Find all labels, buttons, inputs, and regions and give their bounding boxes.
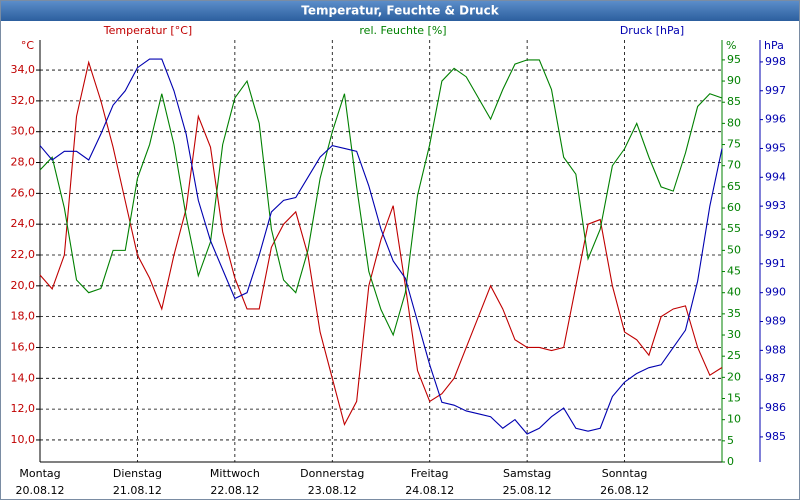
series-line bbox=[39, 58, 723, 435]
x-tick-date: 24.08.12 bbox=[405, 484, 454, 497]
legend-label: rel. Feuchte [%] bbox=[359, 24, 446, 37]
x-tick-label: Freitag bbox=[411, 467, 449, 480]
y3-tick-label: 990 bbox=[765, 286, 786, 299]
y2-tick-label: 55 bbox=[727, 222, 741, 235]
y-tick-label: 28,0 bbox=[11, 156, 36, 169]
y3-tick-label: 994 bbox=[765, 170, 786, 183]
y-tick-label: 10,0 bbox=[11, 433, 36, 446]
y-tick-label: 32,0 bbox=[11, 94, 36, 107]
y2-tick-label: 15 bbox=[727, 392, 741, 405]
x-tick-date: 23.08.12 bbox=[308, 484, 357, 497]
y2-tick-label: 35 bbox=[727, 307, 741, 320]
y-tick-label: 18,0 bbox=[11, 310, 36, 323]
x-tick-label: Sonntag bbox=[602, 467, 648, 480]
y-unit: °C bbox=[21, 39, 35, 52]
y2-tick-label: 40 bbox=[727, 286, 741, 299]
y2-tick-label: 25 bbox=[727, 349, 741, 362]
chart-title: Temperatur, Feuchte & Druck bbox=[301, 4, 499, 18]
y-tick-label: 24,0 bbox=[11, 217, 36, 230]
y2-tick-label: 20 bbox=[727, 370, 741, 383]
x-tick-label: Samstag bbox=[503, 467, 551, 480]
x-tick-date: 22.08.12 bbox=[210, 484, 259, 497]
x-tick-date: 26.08.12 bbox=[600, 484, 649, 497]
y-tick-label: 30,0 bbox=[11, 125, 36, 138]
y2-tick-label: 65 bbox=[727, 180, 741, 193]
y3-tick-label: 986 bbox=[765, 401, 786, 414]
y-tick-label: 12,0 bbox=[11, 402, 36, 415]
y2-tick-label: 75 bbox=[727, 138, 741, 151]
x-tick-date: 20.08.12 bbox=[16, 484, 65, 497]
y2-tick-label: 10 bbox=[727, 413, 741, 426]
x-tick-label: Dienstag bbox=[113, 467, 162, 480]
y3-tick-label: 987 bbox=[765, 372, 786, 385]
legend-label: Druck [hPa] bbox=[620, 24, 684, 37]
y-tick-label: 14,0 bbox=[11, 371, 36, 384]
y2-tick-label: 0 bbox=[727, 455, 734, 468]
x-tick-label: Mittwoch bbox=[210, 467, 260, 480]
title-bar bbox=[1, 1, 799, 21]
y2-tick-label: 45 bbox=[727, 265, 741, 278]
x-tick-label: Montag bbox=[19, 467, 60, 480]
series-line bbox=[39, 59, 723, 337]
y2-tick-label: 50 bbox=[727, 243, 741, 256]
y-tick-label: 16,0 bbox=[11, 340, 36, 353]
y2-tick-label: 90 bbox=[727, 74, 741, 87]
y-tick-label: 34,0 bbox=[11, 63, 36, 76]
y3-tick-label: 997 bbox=[765, 84, 786, 97]
y2-tick-label: 30 bbox=[727, 328, 741, 341]
y3-tick-label: 996 bbox=[765, 113, 786, 126]
y3-tick-label: 998 bbox=[765, 55, 786, 68]
x-tick-date: 25.08.12 bbox=[503, 484, 552, 497]
y3-tick-label: 995 bbox=[765, 141, 786, 154]
y-tick-label: 26,0 bbox=[11, 186, 36, 199]
y-tick-label: 22,0 bbox=[11, 248, 36, 261]
y3-tick-label: 993 bbox=[765, 199, 786, 212]
y2-tick-label: 5 bbox=[727, 434, 734, 447]
y2-tick-label: 80 bbox=[727, 116, 741, 129]
y2-unit: % bbox=[726, 39, 736, 52]
series-line bbox=[39, 60, 723, 427]
y3-unit: hPa bbox=[764, 39, 784, 52]
y-tick-label: 20,0 bbox=[11, 279, 36, 292]
x-tick-label: Donnerstag bbox=[300, 467, 364, 480]
y2-tick-label: 60 bbox=[727, 201, 741, 214]
y2-tick-label: 95 bbox=[727, 53, 741, 66]
y3-tick-label: 985 bbox=[765, 430, 786, 443]
y3-tick-label: 992 bbox=[765, 228, 786, 241]
y2-tick-label: 85 bbox=[727, 95, 741, 108]
y3-tick-label: 988 bbox=[765, 343, 786, 356]
legend-label: Temperatur [°C] bbox=[103, 24, 192, 37]
y3-tick-label: 991 bbox=[765, 257, 786, 270]
y3-tick-label: 989 bbox=[765, 315, 786, 328]
x-tick-date: 21.08.12 bbox=[113, 484, 162, 497]
y2-tick-label: 70 bbox=[727, 159, 741, 172]
